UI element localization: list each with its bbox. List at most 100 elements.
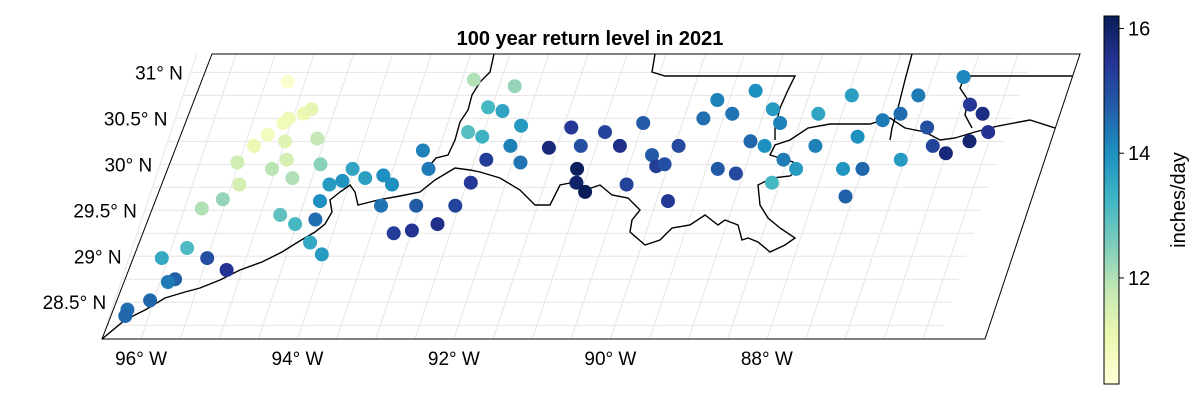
data-point: [811, 106, 826, 121]
data-point: [345, 161, 360, 176]
data-point: [743, 134, 758, 149]
data-point: [143, 293, 158, 308]
data-point: [335, 173, 350, 188]
y-tick-label: 29° N: [74, 247, 122, 268]
data-point: [844, 88, 859, 103]
grid-line-lon: [805, 53, 902, 340]
x-tick-label: 94° W: [272, 349, 324, 370]
plot-frame: [101, 53, 1081, 340]
colorbar-tick-label: 14: [1128, 143, 1150, 165]
grid-line-lon: [140, 53, 237, 340]
y-tick-label: 30.5° N: [104, 109, 168, 130]
data-point: [513, 155, 528, 170]
data-point: [836, 161, 850, 176]
data-point: [273, 207, 288, 222]
data-point: [850, 129, 865, 144]
y-tick-label: 30° N: [104, 155, 152, 176]
data-point: [265, 161, 279, 176]
grid-line-lon: [257, 53, 354, 340]
data-point: [404, 223, 419, 238]
data-point: [757, 138, 772, 153]
data-point: [479, 152, 494, 167]
y-tick-label: 28.5° N: [43, 293, 107, 314]
colorbar-label: inches/day: [1168, 152, 1190, 248]
data-point: [911, 88, 926, 103]
grid-line-lon: [609, 53, 706, 340]
data-point: [463, 175, 478, 190]
data-point: [619, 177, 634, 192]
data-point: [598, 125, 612, 140]
data-point: [415, 143, 430, 158]
data-point: [564, 120, 579, 135]
data-point: [288, 217, 303, 232]
data-point: [466, 72, 481, 87]
data-point: [776, 152, 791, 167]
data-point: [893, 106, 908, 121]
grid-line-lon: [531, 53, 628, 340]
grid-line-lon: [727, 53, 824, 340]
grid-line-lon: [883, 53, 980, 340]
data-point: [246, 138, 261, 153]
data-point: [475, 129, 490, 144]
data-point: [160, 275, 175, 289]
data-point: [358, 171, 373, 186]
data-point: [322, 177, 337, 192]
data-point: [376, 168, 391, 183]
data-point: [657, 157, 672, 172]
data-point: [612, 138, 627, 153]
grid-line-lon: [922, 53, 1019, 340]
data-point: [541, 140, 556, 155]
data-point: [409, 198, 424, 213]
data-point: [710, 161, 725, 176]
coastline: [102, 117, 1080, 339]
grid-line-lon: [297, 53, 393, 340]
data-point: [180, 241, 195, 255]
data-point: [260, 127, 275, 142]
grid-line-lon: [688, 53, 784, 340]
data-point: [938, 146, 953, 161]
data-point: [430, 217, 445, 232]
data-point: [280, 74, 295, 89]
data-point: [645, 148, 659, 163]
state-border-tx-la: [427, 54, 495, 176]
grid-lines: [101, 53, 1028, 340]
data-point: [278, 134, 293, 149]
data-point: [314, 247, 329, 262]
data-point: [764, 175, 779, 190]
data-point: [893, 152, 908, 167]
data-point: [313, 194, 327, 209]
grid-line-lon: [492, 53, 589, 340]
data-point: [495, 104, 510, 118]
grid-line-lon: [218, 53, 315, 340]
data-point: [154, 251, 169, 266]
data-point: [507, 79, 522, 94]
data-point: [304, 102, 319, 117]
data-point: [696, 111, 711, 126]
data-point: [920, 120, 935, 135]
data-point: [875, 113, 890, 128]
data-point: [219, 263, 234, 277]
data-point: [448, 198, 463, 213]
x-tick-label: 88° W: [741, 349, 793, 370]
data-point: [569, 175, 584, 190]
data-point: [570, 161, 585, 176]
data-point: [855, 161, 870, 176]
data-point: [514, 118, 529, 133]
grid-line-lon: [375, 53, 472, 340]
data-point: [310, 131, 325, 146]
data-point: [374, 198, 388, 213]
data-point: [773, 116, 788, 130]
x-tick-label: 96° W: [115, 349, 167, 370]
data-point: [661, 194, 675, 209]
grid-line-lon: [844, 53, 941, 340]
colorbar: [1103, 15, 1120, 385]
data-point: [313, 157, 328, 172]
data-point: [963, 97, 977, 112]
data-point: [481, 100, 496, 115]
map-boundaries: [102, 54, 1080, 339]
grid-line-lon: [336, 53, 433, 340]
data-point: [975, 106, 990, 121]
x-tick-label: 92° W: [428, 349, 480, 370]
grid-line-lon: [101, 53, 198, 340]
